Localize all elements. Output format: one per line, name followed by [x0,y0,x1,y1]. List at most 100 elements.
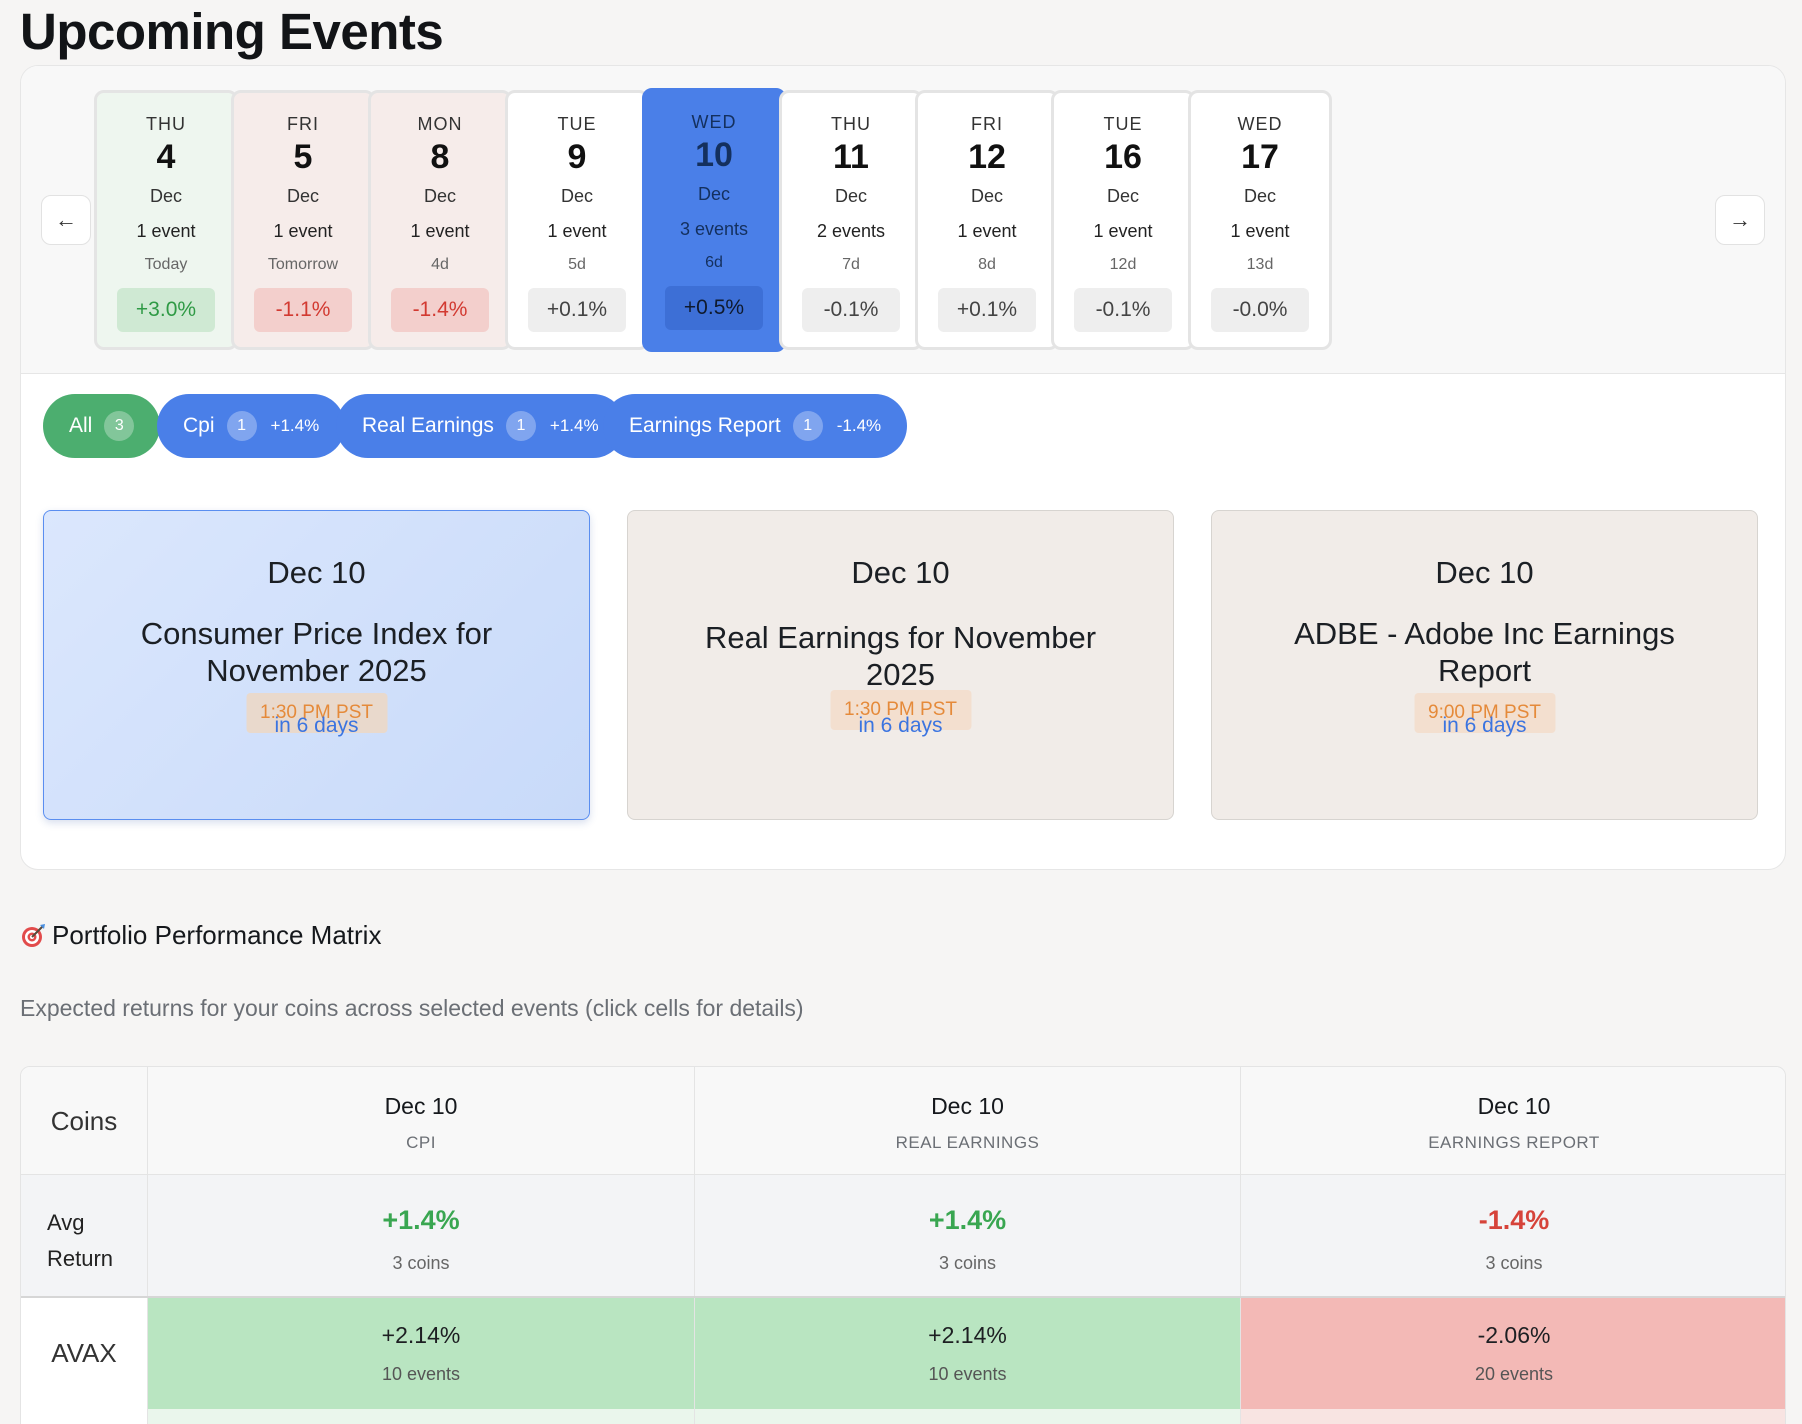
day-weekday: THU [831,114,871,134]
day-change: -0.0% [1211,288,1309,332]
matrix-cell[interactable] [695,1409,1241,1424]
filter-chip-count: 3 [104,411,135,441]
event-card-cpi[interactable]: Dec 10 Consumer Price Index for November… [43,510,590,820]
day-change: +0.5% [665,286,763,330]
day-relative: 5d [568,256,586,273]
matrix-cell[interactable]: -2.06% 20 events [1241,1298,1785,1409]
day-change: -1.4% [391,288,489,332]
cell-sub: 10 events [928,1364,1007,1384]
event-title: Real Earnings for November 2025 [704,620,1097,692]
day-event-count: 1 event [136,221,196,241]
filter-chip-earnings-report[interactable]: Earnings Report 1 -1.4% [603,394,908,458]
avg-cell[interactable]: -1.4% 3 coins [1241,1175,1785,1296]
day-event-count: 1 event [273,221,333,241]
section-title-text: Portfolio Performance Matrix [52,920,382,950]
day-change: +0.1% [528,288,626,332]
day-event-count: 1 event [1093,221,1153,241]
day-event-count: 1 event [410,221,470,241]
cell-value: -2.06% [1477,1322,1551,1348]
matrix-header-row: Coins Dec 10 CPI Dec 10 REAL EARNINGS De… [21,1067,1785,1175]
event-relative: in 6 days [1442,714,1527,737]
avg-label: Avg Return [47,1210,114,1271]
avg-return-row: Avg Return +1.4% 3 coins +1.4% 3 coins -… [21,1175,1785,1298]
coin-row-avax: AVAX +2.14% 10 events +2.14% 10 events -… [21,1298,1785,1409]
event-relative: in 6 days [858,714,943,737]
filter-chip-pct: -1.4% [836,416,882,435]
day-weekday: THU [146,114,186,134]
day-card-selected[interactable]: WED 10 Dec 3 events 6d +0.5% [642,88,786,352]
event-time: 1:30 PM PST [830,690,971,730]
coin-row-partial [21,1409,1785,1424]
target-icon [22,923,45,947]
event-time: 9:00 PM PST [1414,693,1555,733]
day-card[interactable]: TUE 9 Dec 1 event 5d +0.1% [505,90,649,350]
day-number: 9 [567,138,587,176]
day-relative: 4d [431,256,449,273]
filter-chip-all[interactable]: All 3 [43,394,161,458]
cell-sub: 20 events [1474,1364,1554,1384]
column-type: REAL EARNINGS [895,1133,1040,1152]
day-number: 4 [156,138,176,176]
day-card[interactable]: FRI 5 Dec 1 event Tomorrow -1.1% [231,90,375,350]
day-event-count: 1 event [547,221,607,241]
performance-matrix: Coins Dec 10 CPI Dec 10 REAL EARNINGS De… [20,1066,1786,1424]
day-change: -0.1% [1074,288,1172,332]
day-card[interactable]: FRI 12 Dec 1 event 8d +0.1% [915,90,1059,350]
day-number: 16 [1104,138,1142,176]
day-relative: Today [144,256,188,273]
day-relative: 7d [842,256,860,273]
events-panel: ← THU 4 Dec 1 event Today +3.0% FRI 5 De… [20,65,1786,870]
matrix-cell[interactable]: +2.14% 10 events [148,1298,695,1409]
arrow-right-icon: → [1729,207,1751,232]
matrix-cell[interactable] [148,1409,695,1424]
filter-chip-label: Earnings Report [629,414,781,437]
day-number: 5 [293,138,313,176]
column-type: EARNINGS REPORT [1428,1133,1600,1152]
column-date: Dec 10 [931,1093,1004,1119]
avg-cell[interactable]: +1.4% 3 coins [148,1175,695,1296]
day-card[interactable]: WED 17 Dec 1 event 13d -0.0% [1188,90,1332,350]
column-header[interactable]: Dec 10 EARNINGS REPORT [1241,1067,1785,1174]
matrix-cell[interactable] [1241,1409,1785,1424]
day-card[interactable]: TUE 16 Dec 1 event 12d -0.1% [1051,90,1195,350]
event-card-earnings-report[interactable]: Dec 10 ADBE - Adobe Inc Earnings Report … [1211,510,1758,820]
day-weekday: TUE [557,114,597,134]
day-month: Dec [1106,186,1139,206]
filter-chip-pct: +1.4% [270,416,320,435]
matrix-cell[interactable]: +2.14% 10 events [695,1298,1241,1409]
event-date: Dec 10 [267,555,366,590]
section-subtitle: Expected returns for your coins across s… [20,995,804,1021]
section-title: Portfolio Performance Matrix [20,920,381,951]
day-change: -1.1% [254,288,352,332]
day-month: Dec [560,186,593,206]
avg-value: +1.4% [382,1205,460,1235]
day-number: 8 [430,138,450,176]
day-relative: 13d [1246,256,1274,273]
arrow-left-icon: ← [55,207,77,232]
column-date: Dec 10 [1477,1093,1551,1119]
filter-chip-real-earnings[interactable]: Real Earnings 1 +1.4% [336,394,625,458]
next-arrow-button[interactable]: → [1715,195,1765,245]
prev-arrow-button[interactable]: ← [41,195,91,245]
date-strip: ← THU 4 Dec 1 event Today +3.0% FRI 5 De… [21,66,1785,374]
day-change: -0.1% [802,288,900,332]
day-event-count: 2 events [816,221,886,241]
column-header[interactable]: Dec 10 REAL EARNINGS [695,1067,1241,1174]
avg-value: +1.4% [928,1205,1007,1235]
event-card-real-earnings[interactable]: Dec 10 Real Earnings for November 2025 1… [627,510,1174,820]
day-month: Dec [286,186,319,206]
day-month: Dec [970,186,1003,206]
avg-sub: 3 coins [938,1253,997,1273]
day-weekday: TUE [1103,114,1143,134]
filter-chip-cpi[interactable]: Cpi 1 +1.4% [157,394,346,458]
cell-sub: 10 events [381,1364,461,1384]
day-month: Dec [697,184,730,204]
avg-sub: 3 coins [392,1253,450,1273]
day-card[interactable]: MON 8 Dec 1 event 4d -1.4% [368,90,512,350]
column-date: Dec 10 [384,1093,458,1119]
day-card[interactable]: THU 11 Dec 2 events 7d -0.1% [779,90,923,350]
column-header[interactable]: Dec 10 CPI [148,1067,695,1174]
day-card[interactable]: THU 4 Dec 1 event Today +3.0% [94,90,238,350]
avg-cell[interactable]: +1.4% 3 coins [695,1175,1241,1296]
coins-header: Coins [21,1067,148,1174]
